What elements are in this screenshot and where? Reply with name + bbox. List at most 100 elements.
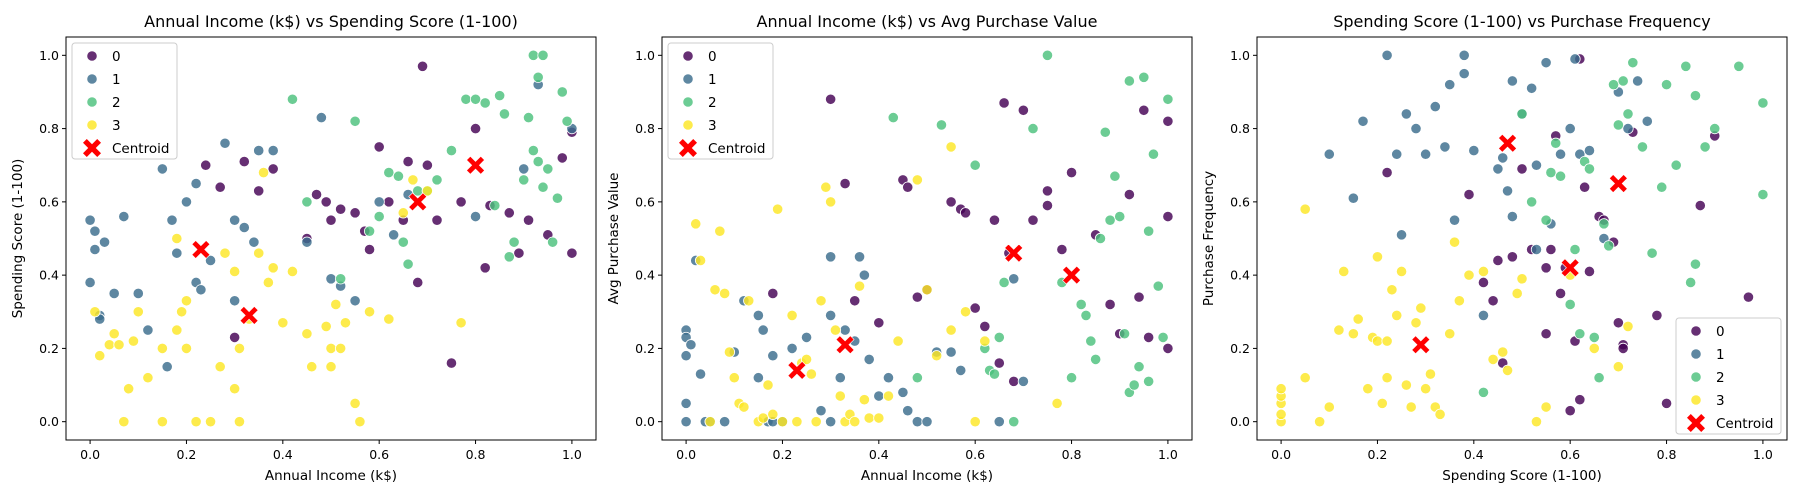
data-point-cluster-0 (349, 207, 361, 219)
data-point-cluster-3 (1516, 273, 1528, 285)
legend-marker-cluster-0 (682, 50, 694, 62)
data-point-cluster-0 (1574, 394, 1586, 406)
data-point-cluster-2 (542, 163, 554, 175)
data-point-cluster-1 (993, 416, 1005, 428)
data-point-cluster-2 (1598, 218, 1610, 230)
legend-marker-cluster-2 (682, 96, 694, 108)
y-tick-label: 0.4 (1230, 268, 1250, 283)
data-point-cluster-0 (214, 181, 226, 193)
legend-label: 2 (708, 95, 717, 111)
data-point-cluster-0 (998, 97, 1010, 109)
data-point-cluster-0 (503, 207, 515, 219)
data-point-cluster-3 (455, 317, 467, 329)
data-point-cluster-3 (767, 408, 779, 420)
y-tick-label: 0.6 (1230, 194, 1250, 209)
data-point-cluster-1 (229, 214, 241, 226)
data-point-cluster-0 (1138, 104, 1150, 116)
data-points (1275, 49, 1769, 428)
data-point-cluster-3 (931, 350, 943, 362)
data-point-cluster-1 (84, 276, 96, 289)
data-point-cluster-3 (892, 335, 904, 347)
data-point-cluster-1 (388, 229, 400, 241)
data-point-cluster-0 (1017, 104, 1029, 116)
data-point-cluster-0 (1742, 291, 1755, 303)
data-point-cluster-1 (171, 247, 183, 259)
data-point-cluster-1 (1429, 101, 1441, 113)
data-point-cluster-2 (1118, 328, 1131, 340)
data-point-cluster-2 (1099, 126, 1111, 138)
data-point-cluster-2 (993, 331, 1005, 344)
data-point-cluster-2 (1545, 166, 1557, 179)
chart-title: Annual Income (k$) vs Spending Score (1-… (144, 12, 518, 31)
data-point-cluster-2 (1138, 71, 1150, 83)
data-point-cluster-1 (1448, 214, 1461, 226)
data-point-cluster-3 (1371, 335, 1384, 347)
data-point-cluster-2 (998, 276, 1010, 289)
data-point-cluster-3 (1338, 265, 1350, 278)
data-point-cluster-3 (1487, 353, 1499, 365)
data-point-cluster-1 (195, 284, 207, 296)
data-point-cluster-1 (1420, 148, 1432, 160)
data-point-cluster-1 (897, 386, 909, 398)
data-point-cluster-1 (166, 214, 178, 226)
legend-label: 1 (112, 72, 121, 88)
centroid-marker (1062, 265, 1081, 285)
data-point-cluster-3 (714, 225, 726, 237)
data-point-cluster-3 (306, 361, 318, 373)
data-point-cluster-3 (858, 394, 870, 406)
data-point-cluster-2 (1143, 375, 1155, 387)
data-point-cluster-3 (219, 247, 231, 259)
legend-marker-centroid (1687, 414, 1705, 432)
data-point-cluster-1 (1439, 141, 1451, 153)
data-point-cluster-2 (1147, 148, 1160, 160)
data-point-cluster-3 (815, 295, 827, 307)
data-point-cluster-2 (887, 112, 899, 124)
data-point-cluster-2 (373, 210, 385, 223)
legend-box (1675, 317, 1782, 435)
x-tick-label: 0.0 (1271, 447, 1291, 462)
legend-marker-cluster-2 (1690, 371, 1702, 383)
data-point-cluster-3 (921, 284, 933, 296)
data-point-cluster-3 (825, 196, 837, 208)
data-point-cluster-1 (1641, 115, 1653, 127)
data-point-cluster-3 (873, 412, 885, 424)
data-point-cluster-1 (1381, 49, 1393, 61)
data-point-cluster-2 (1516, 108, 1528, 120)
data-point-cluster-3 (1463, 269, 1475, 281)
x-tick-label: 0.8 (1062, 447, 1082, 462)
data-point-cluster-3 (1444, 328, 1456, 340)
centroid-marker (191, 240, 211, 259)
data-point-cluster-1 (469, 210, 482, 223)
data-point-cluster-3 (820, 181, 832, 193)
data-point-cluster-2 (1588, 331, 1600, 344)
data-point-cluster-2 (1008, 416, 1020, 428)
data-point-cluster-3 (1381, 372, 1393, 384)
data-point-cluster-2 (988, 368, 1001, 380)
data-point-cluster-2 (1709, 122, 1721, 135)
centroid-marker (1004, 243, 1024, 263)
data-point-cluster-1 (800, 331, 813, 344)
data-point-cluster-1 (1564, 122, 1576, 135)
data-point-cluster-1 (156, 163, 168, 175)
x-tick-label: 0.0 (676, 447, 696, 462)
data-point-cluster-2 (1607, 79, 1620, 91)
data-point-cluster-0 (1617, 342, 1629, 355)
data-point-cluster-0 (993, 357, 1005, 369)
data-point-cluster-3 (229, 383, 241, 395)
centroid-marker (408, 192, 428, 212)
data-point-cluster-2 (1583, 163, 1596, 175)
x-tick-label: 0.6 (1560, 447, 1580, 462)
data-point-cluster-0 (1056, 243, 1068, 256)
data-point-cluster-2 (1689, 90, 1702, 102)
data-point-cluster-3 (1477, 265, 1490, 278)
data-point-cluster-1 (680, 350, 692, 362)
data-point-cluster-1 (190, 177, 202, 190)
data-point-cluster-1 (1400, 108, 1412, 120)
data-point-cluster-2 (397, 236, 409, 248)
data-point-cluster-3 (1362, 383, 1374, 395)
data-point-cluster-3 (853, 280, 866, 292)
data-point-cluster-1 (853, 251, 866, 263)
data-point-cluster-1 (180, 196, 193, 208)
data-point-cluster-2 (1085, 335, 1097, 347)
data-point-cluster-3 (156, 416, 168, 428)
